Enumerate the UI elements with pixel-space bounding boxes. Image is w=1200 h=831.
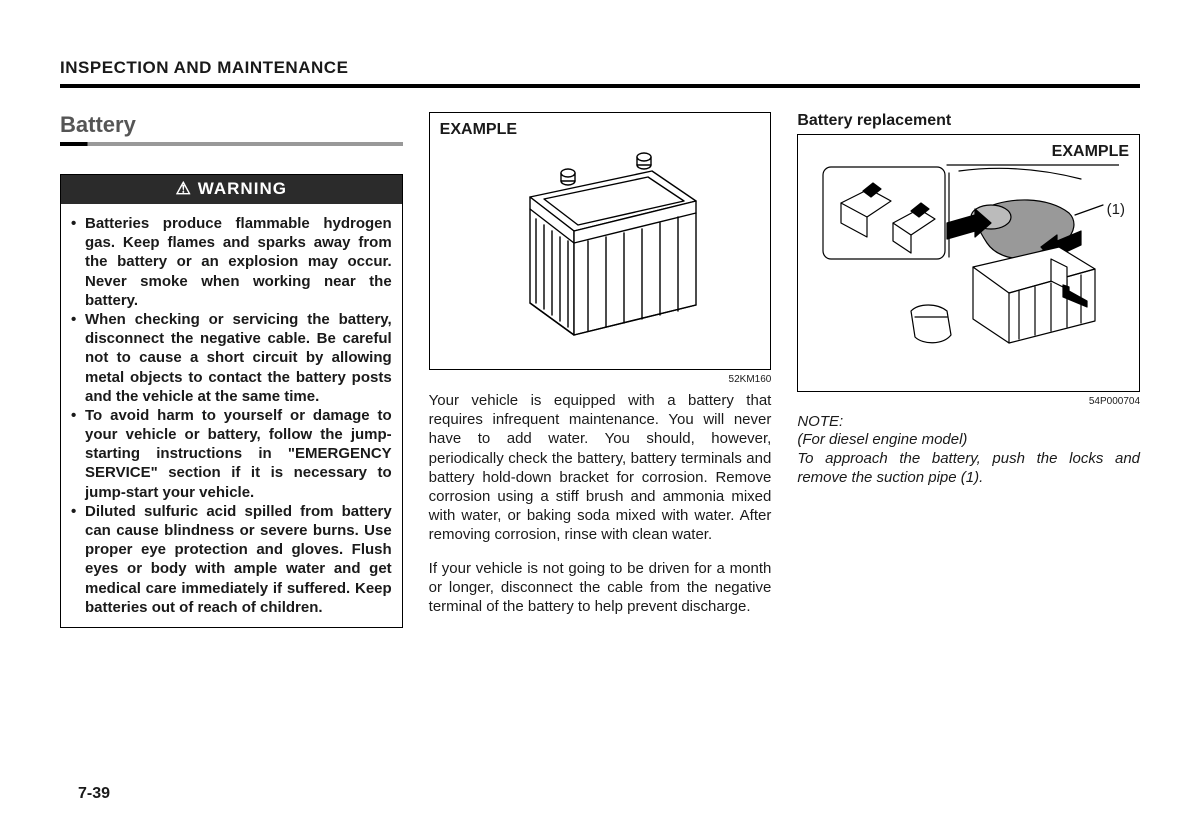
note-line: (For diesel engine model) — [797, 430, 1140, 449]
warning-box: ⚠︎ WARNING Batteries produce flammable h… — [60, 174, 403, 628]
warning-icon: ⚠︎ — [176, 179, 192, 198]
note-title: NOTE: — [797, 413, 1140, 430]
warning-body: Batteries produce flammable hydrogen gas… — [61, 204, 402, 627]
warning-header: ⚠︎ WARNING — [61, 175, 402, 204]
figure-id: 54P000704 — [797, 396, 1140, 407]
content-columns: Battery ⚠︎ WARNING Batteries produce fla… — [60, 112, 1140, 630]
paragraph: If your vehicle is not going to be drive… — [429, 559, 772, 617]
paragraph: Your vehicle is equipped with a battery … — [429, 391, 772, 545]
note-line: To approach the battery, push the locks … — [797, 449, 1140, 487]
warning-item: To avoid harm to yourself or damage to y… — [71, 406, 392, 502]
column-2: EXAMPLE — [429, 112, 772, 630]
warning-item: Batteries produce flammable hydrogen gas… — [71, 214, 392, 310]
column-3: Battery replacement EXAMPLE (1) — [797, 112, 1140, 630]
header-rule — [60, 84, 1140, 88]
section-title-battery: Battery — [60, 112, 403, 138]
figure-id: 52KM160 — [429, 374, 772, 385]
figure-label: EXAMPLE — [808, 143, 1129, 161]
battery-illustration — [470, 139, 730, 349]
column-1: Battery ⚠︎ WARNING Batteries produce fla… — [60, 112, 403, 630]
figure-label: EXAMPLE — [440, 121, 761, 139]
figure-replacement: EXAMPLE (1) — [797, 134, 1140, 392]
subsection-title: Battery replacement — [797, 112, 1140, 130]
warning-item: When checking or servicing the battery, … — [71, 310, 392, 406]
warning-item: Diluted sulfuric acid spilled from batte… — [71, 502, 392, 617]
warning-list: Batteries produce flammable hydrogen gas… — [71, 214, 392, 617]
figure-callout-1: (1) — [1107, 201, 1125, 218]
page-header: INSPECTION AND MAINTENANCE — [60, 58, 1140, 84]
replacement-illustration — [819, 161, 1119, 361]
warning-header-label: WARNING — [198, 179, 287, 198]
page-number: 7-39 — [78, 785, 110, 803]
figure-battery: EXAMPLE — [429, 112, 772, 370]
section-underline — [60, 142, 403, 146]
